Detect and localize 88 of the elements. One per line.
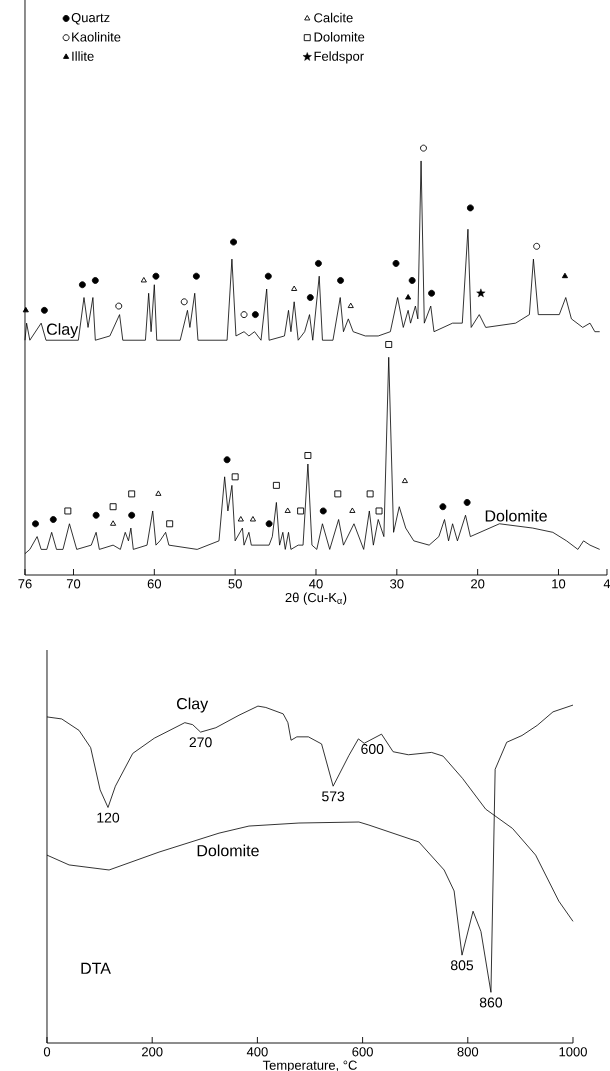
- annotation: 270: [189, 737, 212, 748]
- x-tick-label: 600: [352, 1047, 373, 1057]
- x-tick-label: 10: [552, 579, 566, 589]
- point: [466, 204, 474, 212]
- point: [385, 341, 393, 348]
- point: [304, 452, 312, 459]
- point: [240, 311, 248, 319]
- point: [92, 511, 100, 519]
- series-label: Dolomite: [197, 844, 259, 857]
- point: [319, 507, 327, 515]
- point: [251, 311, 259, 319]
- point: [476, 288, 486, 298]
- point: [231, 473, 239, 481]
- point: [337, 277, 345, 284]
- point: [78, 281, 86, 289]
- point: [334, 490, 342, 498]
- point: [408, 277, 416, 284]
- x-tick-label: 20: [471, 579, 485, 589]
- annotation: DTA: [81, 962, 111, 974]
- point: [392, 259, 400, 267]
- x-tick-label: 50: [228, 579, 242, 589]
- x-tick-label: 76: [18, 579, 32, 589]
- x-tick-label: 30: [390, 579, 404, 589]
- annotation: 805: [450, 960, 474, 971]
- point: [420, 144, 427, 152]
- point: [40, 306, 48, 314]
- point: [192, 272, 200, 280]
- point: [405, 294, 412, 300]
- point: [49, 516, 57, 523]
- point: [349, 507, 356, 513]
- x-tick-label: 60: [147, 579, 162, 589]
- point: [32, 520, 39, 528]
- x-tick-label: 400: [246, 1047, 268, 1057]
- series-label: Clay: [46, 323, 79, 339]
- point: [166, 520, 174, 528]
- x-tick-label: 200: [142, 1047, 163, 1057]
- x-tick-label: 1000: [559, 1047, 587, 1057]
- legend-label: Calcite: [314, 12, 353, 23]
- point: [366, 490, 374, 498]
- point: [533, 242, 541, 250]
- legend-label: Feldspor: [314, 51, 364, 64]
- point: [237, 516, 244, 522]
- point: [64, 507, 72, 515]
- annotation: 600: [361, 744, 384, 754]
- point: [140, 277, 147, 283]
- point: [291, 285, 298, 291]
- point: [272, 481, 280, 489]
- point: [223, 456, 231, 464]
- point: [314, 259, 322, 267]
- point: [115, 302, 123, 310]
- point: [230, 238, 237, 246]
- point: [22, 306, 29, 313]
- annotation: 120: [97, 812, 120, 823]
- point: [439, 503, 447, 511]
- legend-label: Illite: [72, 51, 94, 61]
- legend-label: Dolomite: [314, 32, 365, 42]
- x-tick-label: 40: [309, 579, 323, 589]
- legend-label: Quartz: [71, 13, 110, 25]
- point: [297, 507, 305, 515]
- x-tick-label: 0: [43, 1047, 51, 1057]
- point: [155, 490, 162, 496]
- point: [284, 507, 291, 513]
- point: [375, 507, 383, 515]
- point: [110, 520, 117, 526]
- legend-label: Kaolinite: [72, 32, 121, 42]
- point: [463, 498, 471, 506]
- point: [401, 477, 408, 484]
- point: [180, 298, 188, 306]
- annotation: 573: [322, 791, 345, 802]
- annotation: 860: [479, 997, 503, 1008]
- point: [347, 302, 354, 309]
- series-label: Dolomite: [485, 509, 547, 522]
- x-tick-label: 4: [603, 579, 610, 589]
- point: [306, 294, 314, 301]
- point: [109, 503, 117, 511]
- point: [264, 272, 272, 280]
- x-tick-label: 800: [457, 1047, 479, 1057]
- point: [91, 277, 99, 284]
- point: [152, 272, 160, 280]
- point: [249, 516, 256, 522]
- x-axis-title: 2θ (Cu-K$_{α}$): [285, 592, 347, 605]
- point: [128, 490, 136, 498]
- point: [428, 289, 436, 297]
- point: [561, 272, 568, 279]
- point: [265, 520, 273, 528]
- series-label: Clay: [176, 697, 209, 713]
- point: [128, 511, 136, 519]
- x-tick-label: 70: [66, 579, 81, 589]
